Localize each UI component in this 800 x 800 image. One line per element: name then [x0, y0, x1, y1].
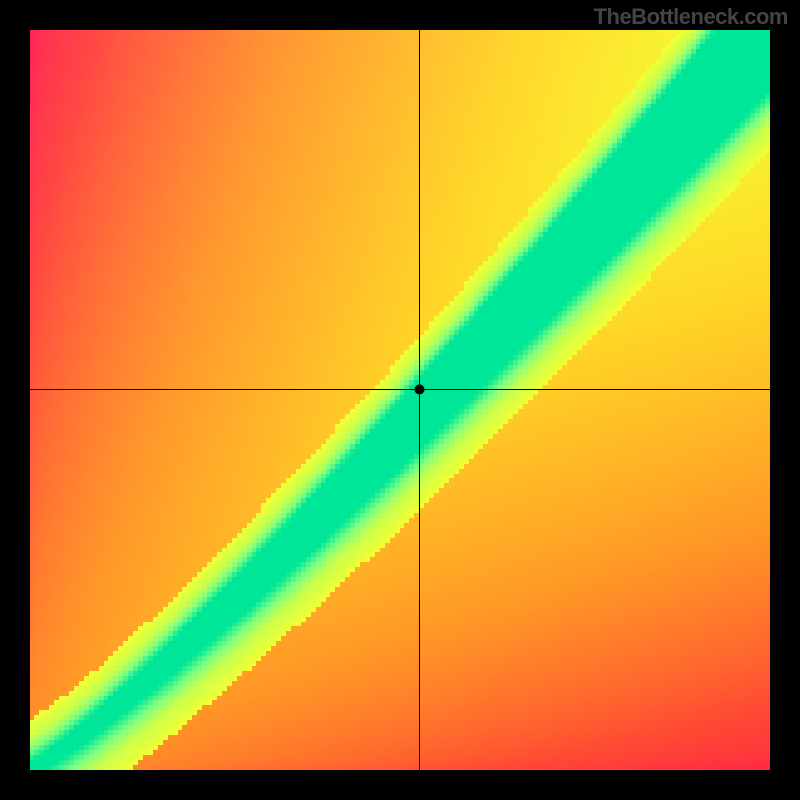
chart-container: TheBottleneck.com	[0, 0, 800, 800]
heatmap-canvas	[30, 30, 770, 770]
watermark-text: TheBottleneck.com	[594, 4, 788, 30]
